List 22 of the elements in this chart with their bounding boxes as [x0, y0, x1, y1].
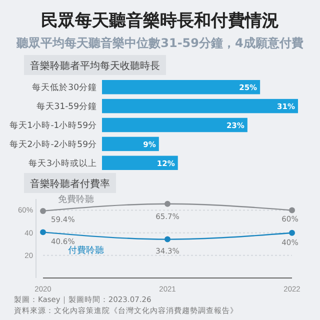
text: 民眾每天聽音樂時長和付費情況 [41, 11, 279, 31]
bar [102, 98, 298, 114]
chart-title: 音樂聆聽者平均每天收聽時長 [30, 60, 160, 72]
bar [102, 136, 159, 152]
text: 聽眾平均每天聽音樂中位數31-59分鐘，4成願意付費 [16, 36, 304, 50]
point [40, 229, 46, 236]
series-label: 付費聆聽 [68, 245, 104, 256]
point [164, 236, 170, 242]
point [289, 207, 295, 214]
y-tick-label: 每天3小時或以上 [28, 158, 97, 169]
chart-title: 音樂聆聽者付費率 [30, 178, 110, 190]
point [40, 208, 46, 214]
bar [102, 118, 248, 132]
series-label: 免費聆聽 [58, 194, 94, 205]
point [289, 230, 295, 236]
y-tick-label: 每天2小時-2小時59分 [9, 138, 97, 150]
y-tick-label: 每天1小時-1小時59分 [9, 120, 97, 131]
y-tick-label: 每天低於30分鐘 [32, 82, 97, 94]
bar [102, 156, 178, 170]
y-tick-label: 每天31-59分鐘 [36, 101, 97, 112]
bar [102, 80, 260, 94]
point [164, 200, 170, 207]
